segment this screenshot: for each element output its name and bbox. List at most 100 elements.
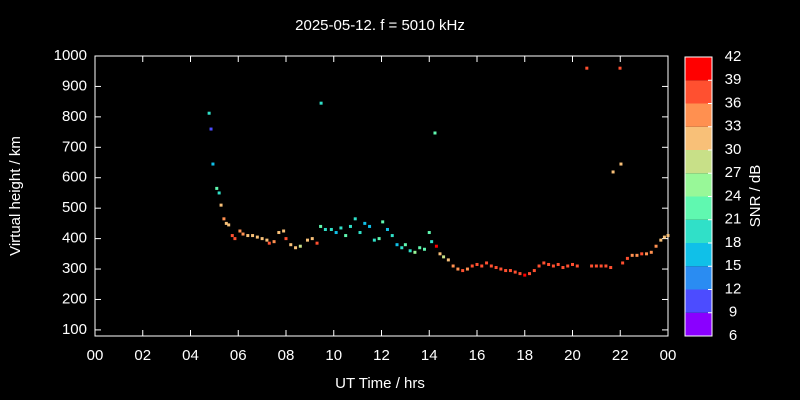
point [265, 238, 269, 242]
y-tick-label: 600 [62, 169, 87, 186]
point [289, 243, 293, 247]
colorbar-tick-label: 12 [725, 280, 742, 297]
point [532, 269, 536, 273]
point [363, 221, 367, 225]
point [625, 256, 629, 260]
point [358, 231, 362, 235]
x-tick-label: 08 [278, 347, 295, 364]
colorbar-tick-label: 42 [725, 48, 742, 65]
point [666, 234, 670, 238]
point [551, 264, 555, 268]
point [649, 250, 653, 254]
point [209, 127, 213, 131]
y-tick-label: 400 [62, 230, 87, 247]
point [446, 258, 450, 262]
point [618, 66, 622, 70]
point [372, 238, 376, 242]
point [590, 264, 594, 268]
point [566, 264, 570, 268]
point [241, 232, 245, 236]
chart-title: 2025-05-12. f = 5010 kHz [295, 17, 465, 34]
y-tick-label: 900 [62, 77, 87, 94]
y-tick-label: 100 [62, 321, 87, 338]
point [561, 266, 565, 270]
point [547, 262, 551, 266]
colorbar-tick-label: 15 [725, 257, 742, 274]
point [528, 272, 532, 276]
point [390, 234, 394, 238]
point [348, 224, 352, 228]
point [305, 238, 309, 242]
point [508, 269, 512, 273]
point [456, 267, 460, 271]
colorbar-bin [685, 312, 712, 336]
point [594, 264, 598, 268]
point [480, 264, 484, 268]
point [319, 224, 323, 228]
y-tick-label: 700 [62, 138, 87, 155]
point [442, 255, 446, 259]
y-tick-label: 800 [62, 108, 87, 125]
point [251, 234, 255, 238]
point [319, 101, 323, 105]
point [556, 262, 560, 266]
point [255, 235, 259, 239]
x-axis-label: UT Time / hrs [335, 375, 425, 392]
colorbar-tick-label: 21 [725, 211, 742, 228]
point [585, 66, 589, 70]
point [662, 235, 666, 239]
colorbar-bin [685, 173, 712, 197]
point [434, 244, 438, 248]
colorbar-tick-label: 6 [729, 327, 737, 344]
point [413, 250, 417, 254]
point [298, 244, 302, 248]
x-tick-label: 16 [469, 347, 486, 364]
point [461, 269, 465, 273]
point [400, 246, 404, 250]
colorbar-tick-label: 9 [729, 304, 737, 321]
x-tick-label: 00 [87, 347, 104, 364]
x-tick-label: 14 [421, 347, 438, 364]
x-tick-label: 12 [373, 347, 390, 364]
colorbar-tick-label: 30 [725, 141, 742, 158]
point [395, 243, 399, 247]
point [518, 272, 522, 276]
point [217, 191, 221, 195]
point [230, 234, 234, 238]
point [377, 237, 381, 241]
x-tick-label: 20 [564, 347, 581, 364]
colorbar-tick-label: 24 [725, 187, 742, 204]
point [385, 227, 389, 231]
point [542, 261, 546, 265]
colorbar-bin [685, 150, 712, 174]
point [246, 234, 250, 238]
point [284, 237, 288, 241]
colorbar-bin [685, 126, 712, 150]
point [438, 252, 442, 256]
point [334, 231, 338, 235]
point [260, 237, 264, 241]
y-tick-label: 200 [62, 290, 87, 307]
point [611, 170, 615, 174]
colorbar-bin [685, 103, 712, 127]
point [323, 227, 327, 231]
point [489, 264, 493, 268]
point [222, 217, 226, 221]
point [207, 111, 211, 115]
point [233, 237, 237, 241]
point [451, 264, 455, 268]
point [604, 264, 608, 268]
colorbar-bin [685, 243, 712, 267]
point [537, 264, 541, 268]
point [282, 229, 286, 233]
point [238, 229, 242, 233]
point [470, 264, 474, 268]
point [368, 224, 372, 228]
point [430, 240, 434, 244]
y-tick-label: 300 [62, 260, 87, 277]
point [227, 223, 231, 227]
point [465, 267, 469, 271]
colorbar-bin [685, 57, 712, 81]
point [609, 266, 613, 270]
